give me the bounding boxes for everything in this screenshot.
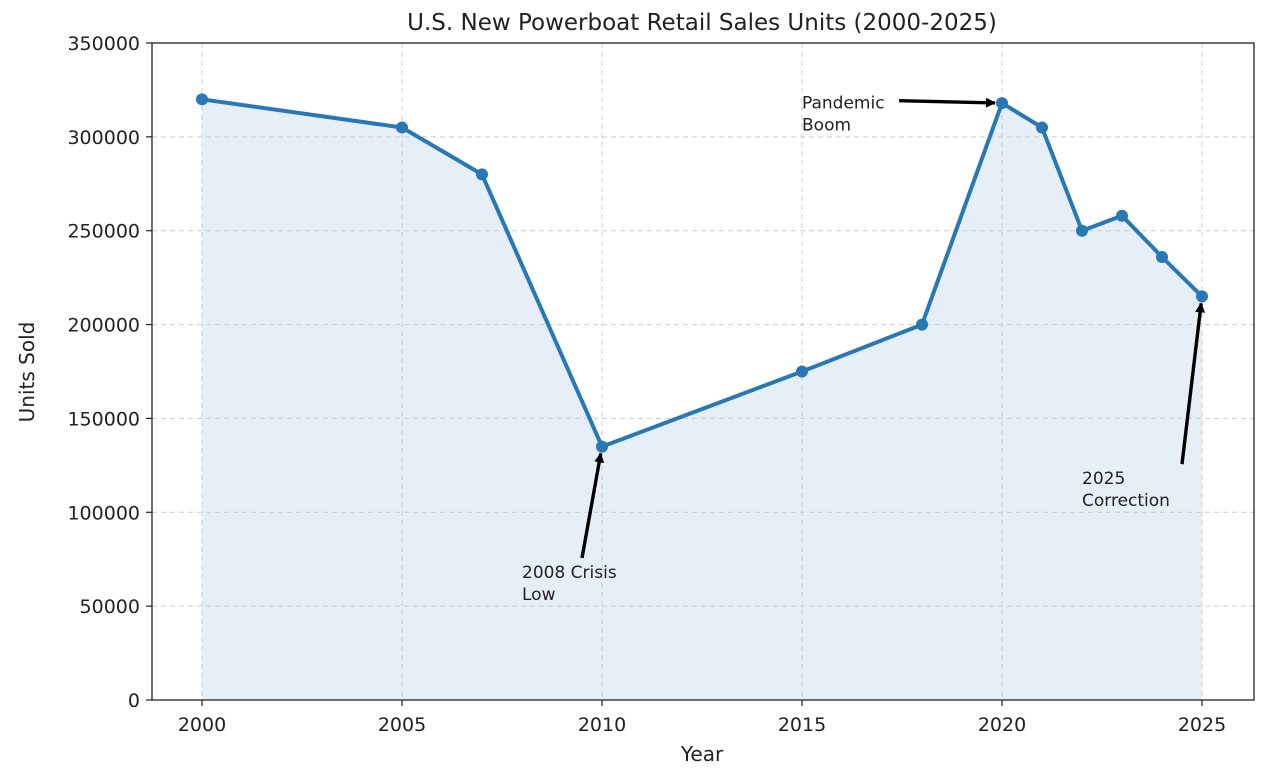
x-tick-label: 2020: [978, 714, 1026, 736]
annotation-text: Low: [522, 585, 556, 605]
data-point: [196, 93, 208, 106]
y-tick-label: 50000: [80, 596, 140, 618]
annotation-text: Correction: [1082, 491, 1170, 511]
y-tick-label: 300000: [67, 127, 140, 149]
y-tick-label: 100000: [67, 502, 140, 524]
data-point: [1076, 224, 1088, 237]
x-tick-label: 2025: [1178, 714, 1226, 736]
x-tick-label: 2000: [178, 714, 226, 736]
x-tick-label: 2015: [778, 714, 826, 736]
x-tick-label: 2010: [578, 714, 626, 736]
annotation-text: Boom: [802, 116, 851, 136]
annotation-arrow: [1180, 302, 1206, 465]
plot-frame: [151, 42, 1255, 701]
annotation-text: 2025: [1082, 469, 1125, 489]
y-axis-label: Units Sold: [15, 322, 39, 423]
annotation-arrow: [898, 97, 997, 108]
chart-title: U.S. New Powerboat Retail Sales Units (2…: [407, 10, 997, 36]
data-point: [1116, 209, 1128, 222]
data-point: [596, 440, 608, 453]
x-axis-label: Year: [680, 742, 724, 766]
y-tick-label: 200000: [67, 315, 140, 337]
data-point: [1156, 250, 1168, 263]
data-point: [996, 97, 1008, 110]
y-tick-label: 350000: [67, 33, 140, 55]
series-line-layer: [200, 97, 1204, 449]
x-tick-label: 2005: [378, 714, 426, 736]
data-point: [396, 121, 408, 134]
annotation-text: 2008 Crisis: [522, 563, 617, 583]
annotation-arrow: [580, 452, 605, 559]
data-point: [916, 318, 928, 331]
area-fill: [202, 99, 1202, 701]
tick-layer: 2000 2005 2010 2015 2020 2025 0 50000 100000 1500…: [67, 33, 1226, 736]
data-point-layer: [196, 93, 1208, 453]
data-point: [1196, 290, 1208, 303]
y-tick-label: 150000: [67, 408, 140, 430]
annotation-text: Pandemic: [802, 94, 885, 114]
y-tick-label: 250000: [67, 221, 140, 243]
area-fill-layer: [202, 99, 1202, 701]
y-tick-label: 0: [128, 690, 140, 712]
data-point: [796, 365, 808, 378]
series-line: [200, 97, 1204, 449]
data-point: [1036, 121, 1048, 134]
data-point: [476, 168, 488, 181]
